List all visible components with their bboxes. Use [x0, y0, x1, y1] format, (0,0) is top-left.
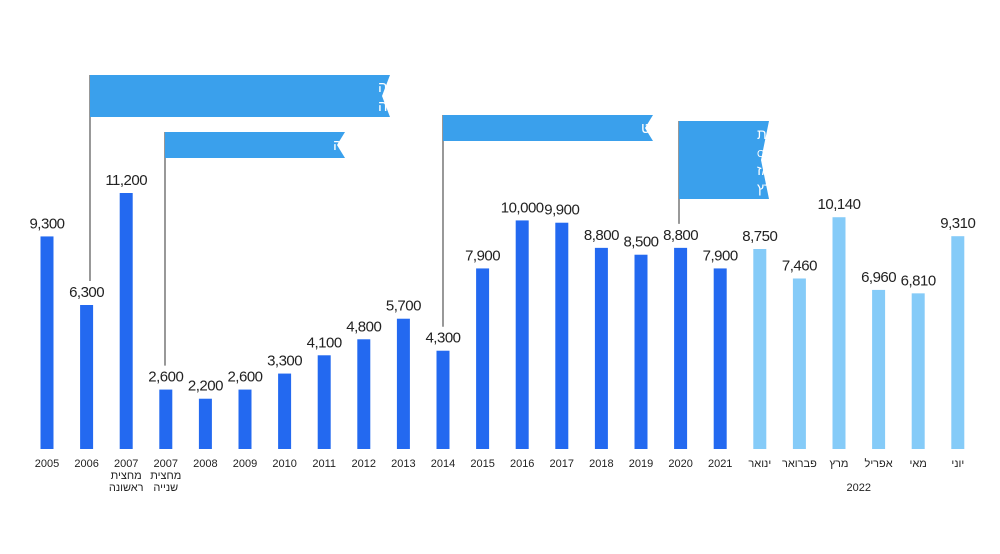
annotation-text-3-3: מרץ	[757, 180, 781, 196]
annotation-text-3-2: שהוטלו מאז	[757, 162, 827, 178]
value-label-17: 7,900	[703, 247, 738, 264]
x-tick-label-21: אפריל	[865, 457, 893, 470]
bar-3	[159, 389, 173, 449]
bar-15	[634, 254, 648, 449]
annotations-group: מרס 2006 – ישראל מפסיקה להכניס לשטחה פועל…	[89, 75, 852, 366]
value-label-19: 7,460	[782, 257, 817, 274]
bar-14	[594, 247, 608, 449]
bar-5	[238, 389, 252, 449]
x-tick-label-0: 2005	[35, 458, 59, 470]
x-tick-label-16: 2020	[668, 458, 692, 470]
x-tick-label-1: 2006	[74, 458, 98, 470]
bar-16	[674, 247, 688, 449]
annotation-banner-3	[679, 121, 769, 199]
x-tick-label-20: מרץ	[830, 458, 849, 470]
value-label-13: 9,900	[544, 202, 579, 219]
value-label-9: 5,700	[386, 298, 421, 315]
value-label-4: 2,200	[188, 378, 223, 395]
value-label-12: 10,000	[501, 199, 544, 216]
x-tick-label-22: מאי	[910, 458, 927, 470]
value-label-7: 4,100	[307, 334, 342, 351]
x-tick-label-13: 2017	[550, 458, 574, 470]
annotation-3: מגבלות COVID-19 שהוטלו מאז מרץ	[678, 121, 827, 224]
x-tick-label-9: 2013	[391, 458, 415, 470]
bars-group	[40, 193, 965, 449]
bar-12	[515, 220, 529, 449]
bar-23	[951, 236, 965, 449]
value-label-15: 8,500	[623, 234, 658, 251]
bar-8	[357, 339, 371, 449]
x-tick-label-23: יוני	[951, 458, 964, 470]
bar-21	[872, 289, 886, 449]
bar-19	[792, 278, 806, 449]
value-label-20: 10,140	[818, 196, 861, 213]
bar-6	[278, 373, 292, 449]
annotation-text-3-0: מגבלות	[757, 126, 801, 142]
value-label-0: 9,300	[29, 215, 64, 232]
bar-4	[198, 398, 212, 449]
value-label-21: 6,960	[861, 269, 896, 286]
year-2022-label: 2022	[847, 482, 871, 494]
annotation-text-3-1: COVID-19	[757, 149, 804, 160]
x-tick-label-18: ינואר	[748, 458, 771, 470]
bar-9	[396, 318, 410, 449]
bar-2	[119, 193, 133, 449]
annotation-banner-2	[443, 115, 653, 141]
x-tick-label-2: 2007 מחצית ראשונה	[109, 458, 144, 494]
bar-13	[555, 222, 569, 449]
x-tick-label-19: פברואר	[782, 458, 817, 470]
annotation-text-0-0: מרס 2006 – ישראל מפסיקה להכניס לשטחה	[378, 79, 656, 96]
bar-18	[753, 249, 767, 449]
value-label-16: 8,800	[663, 227, 698, 244]
x-tick-label-14: 2018	[589, 458, 613, 470]
value-labels-group: 9,3006,30011,2002,6002,2002,6003,3004,10…	[29, 172, 975, 395]
x-tick-label-6: 2010	[272, 458, 296, 470]
x-tick-label-3: 2007 מחצית שנייה	[150, 458, 181, 494]
x-tick-label-7: 2011	[312, 458, 336, 470]
x-tick-label-10: 2014	[431, 458, 455, 470]
bar-20	[832, 217, 846, 449]
x-tick-label-17: 2021	[708, 458, 732, 470]
x-tick-label-5: 2009	[233, 458, 257, 470]
annotation-text-0-1: פועלים מעזה	[378, 98, 459, 115]
value-label-10: 4,300	[425, 330, 460, 347]
value-label-6: 3,300	[267, 353, 302, 370]
x-tick-label-4: 2008	[193, 458, 217, 470]
value-label-14: 8,800	[584, 227, 619, 244]
annotation-1: יוני 2007 – המצור על עזה	[164, 132, 492, 366]
bar-0	[40, 236, 54, 449]
annotation-text-1-0: יוני 2007 – המצור על עזה	[333, 137, 492, 154]
value-label-11: 7,900	[465, 247, 500, 264]
x-tick-label-15: 2019	[629, 458, 653, 470]
bar-11	[476, 268, 490, 449]
annotation-banner-1	[165, 132, 345, 158]
x-tick-label-12: 2016	[510, 458, 534, 470]
value-label-8: 4,800	[346, 318, 381, 335]
value-label-3: 2,600	[148, 369, 183, 386]
x-tick-label-11: 2015	[470, 458, 494, 470]
bar-22	[911, 293, 925, 449]
value-label-23: 9,310	[940, 215, 975, 232]
bar-7	[317, 355, 331, 449]
bar-17	[713, 268, 727, 449]
annotation-banner-0	[90, 75, 390, 117]
value-label-1: 6,300	[69, 284, 104, 301]
bar-10	[436, 350, 450, 449]
value-label-18: 8,750	[742, 228, 777, 245]
bar-1	[80, 305, 94, 449]
value-label-5: 2,600	[227, 369, 262, 386]
x-tick-label-8: 2012	[352, 458, 376, 470]
annotation-0: מרס 2006 – ישראל מפסיקה להכניס לשטחה פועל…	[89, 75, 656, 281]
value-label-2: 11,200	[105, 172, 147, 189]
value-label-22: 6,810	[901, 272, 936, 289]
